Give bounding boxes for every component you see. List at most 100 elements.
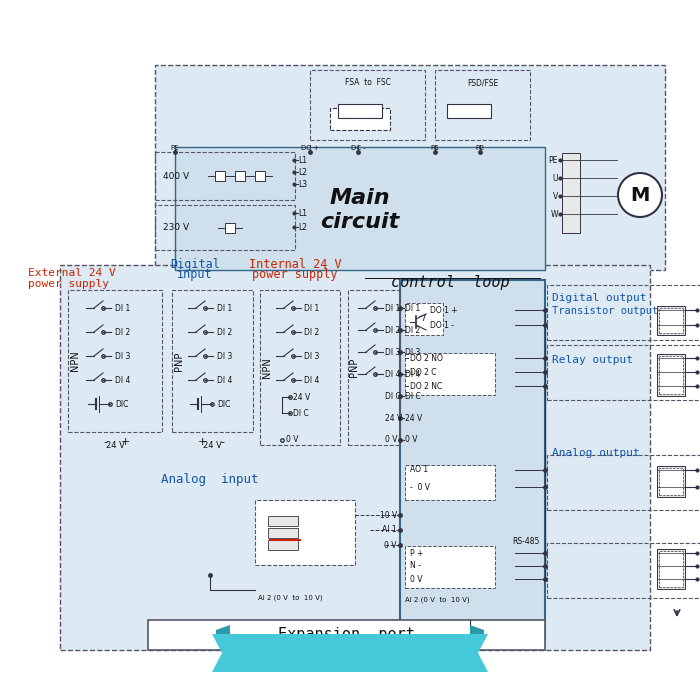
Text: control  loop: control loop [391, 275, 510, 290]
Text: 24 V: 24 V [405, 414, 422, 423]
Text: PE: PE [549, 155, 558, 164]
Text: DI 4: DI 4 [385, 369, 400, 379]
Circle shape [618, 173, 662, 217]
Bar [657, 466, 685, 497]
Text: DI C: DI C [385, 392, 400, 401]
Text: R2: R2 [475, 145, 484, 151]
Text: DI 4: DI 4 [115, 375, 130, 384]
Bar [155, 65, 665, 270]
Text: DI 3: DI 3 [304, 351, 319, 360]
Bar [215, 171, 225, 181]
Text: 0 V: 0 V [286, 436, 298, 445]
Text: DI 3: DI 3 [385, 347, 400, 356]
Bar [148, 620, 545, 650]
Text: 0 V: 0 V [410, 575, 423, 584]
Text: DI 1: DI 1 [217, 303, 232, 312]
Bar [155, 152, 295, 200]
Bar [338, 104, 382, 118]
Bar [659, 356, 683, 394]
Bar [172, 290, 253, 432]
Text: DI 3: DI 3 [115, 351, 130, 360]
Bar [235, 171, 245, 181]
Text: 24 V: 24 V [293, 393, 310, 401]
Text: PNP: PNP [349, 358, 359, 377]
Text: FSA  to  FSC: FSA to FSC [344, 78, 391, 87]
Bar [547, 285, 700, 340]
Bar [330, 108, 390, 130]
Text: +: + [198, 437, 207, 447]
Text: Internal 24 V: Internal 24 V [248, 258, 342, 271]
Text: Analog  input: Analog input [161, 473, 259, 486]
Text: NPN: NPN [262, 357, 272, 378]
Text: U: U [552, 173, 558, 182]
Text: 10 V: 10 V [379, 510, 397, 519]
Text: External 24 V: External 24 V [28, 268, 116, 278]
Bar [657, 306, 685, 335]
Text: DO 2 C: DO 2 C [410, 367, 437, 377]
Text: N -: N - [410, 562, 421, 571]
Text: Main
circuit: Main circuit [321, 188, 400, 232]
Text: DI C: DI C [293, 408, 309, 417]
Text: 0 V: 0 V [384, 540, 397, 549]
Bar [255, 500, 355, 565]
Bar [562, 153, 580, 233]
Text: DI 3: DI 3 [405, 347, 421, 356]
Bar [175, 147, 545, 270]
Text: AI 2 (0 V  to  10 V): AI 2 (0 V to 10 V) [405, 597, 470, 603]
Text: AI 2 (0 V  to  10 V): AI 2 (0 V to 10 V) [258, 595, 323, 601]
Text: -  0 V: - 0 V [410, 482, 430, 492]
Bar [405, 465, 495, 500]
Text: DO 2 NO: DO 2 NO [410, 353, 443, 362]
Text: 24 V: 24 V [385, 414, 402, 423]
Text: DI 1: DI 1 [385, 303, 400, 312]
Text: AO 1: AO 1 [410, 466, 428, 475]
Text: FSD/FSE: FSD/FSE [467, 78, 498, 87]
Bar [60, 265, 650, 650]
Text: NPN: NPN [70, 351, 80, 371]
Text: -: - [220, 437, 225, 447]
Text: AI 1: AI 1 [382, 525, 397, 534]
Bar [268, 540, 298, 550]
Text: -: - [103, 437, 107, 447]
Bar [657, 354, 685, 396]
Text: DI 3: DI 3 [217, 351, 232, 360]
Text: DI 4: DI 4 [405, 369, 421, 379]
Text: W: W [550, 210, 558, 219]
Text: Digital: Digital [170, 258, 220, 271]
Bar [405, 303, 443, 335]
Text: DI C: DI C [405, 392, 421, 401]
Bar [405, 353, 495, 395]
Text: L2: L2 [298, 168, 307, 177]
Text: DI 4: DI 4 [217, 375, 232, 384]
Text: L1: L1 [298, 208, 307, 218]
Text: 24 V: 24 V [106, 442, 125, 451]
Text: power supply: power supply [28, 279, 109, 289]
Bar [268, 528, 298, 538]
Text: 24 V: 24 V [203, 442, 222, 451]
Text: DIC: DIC [217, 399, 230, 408]
Text: PE: PE [171, 145, 179, 151]
Text: DI 1: DI 1 [304, 303, 319, 312]
Bar [405, 546, 495, 588]
Text: 230 V: 230 V [163, 223, 189, 232]
Text: 0 V: 0 V [405, 436, 417, 445]
Text: DO 1 -: DO 1 - [430, 321, 454, 329]
Text: power supply: power supply [252, 268, 337, 281]
Text: DO 1 +: DO 1 + [430, 306, 458, 314]
Bar [659, 551, 683, 587]
Polygon shape [470, 625, 484, 634]
Bar [255, 171, 265, 181]
Bar [260, 290, 340, 445]
Bar [400, 280, 545, 640]
Text: DI 1: DI 1 [405, 303, 420, 312]
Bar [435, 70, 530, 140]
Bar [447, 104, 491, 118]
Text: DI 2: DI 2 [304, 327, 319, 336]
Bar [547, 543, 700, 598]
Bar [659, 468, 683, 495]
Text: DC -: DC - [351, 145, 365, 151]
Text: Wiring diagram: Wiring diagram [267, 23, 433, 43]
Text: DI 2: DI 2 [217, 327, 232, 336]
Polygon shape [212, 634, 488, 672]
Text: DC +: DC + [301, 145, 319, 151]
